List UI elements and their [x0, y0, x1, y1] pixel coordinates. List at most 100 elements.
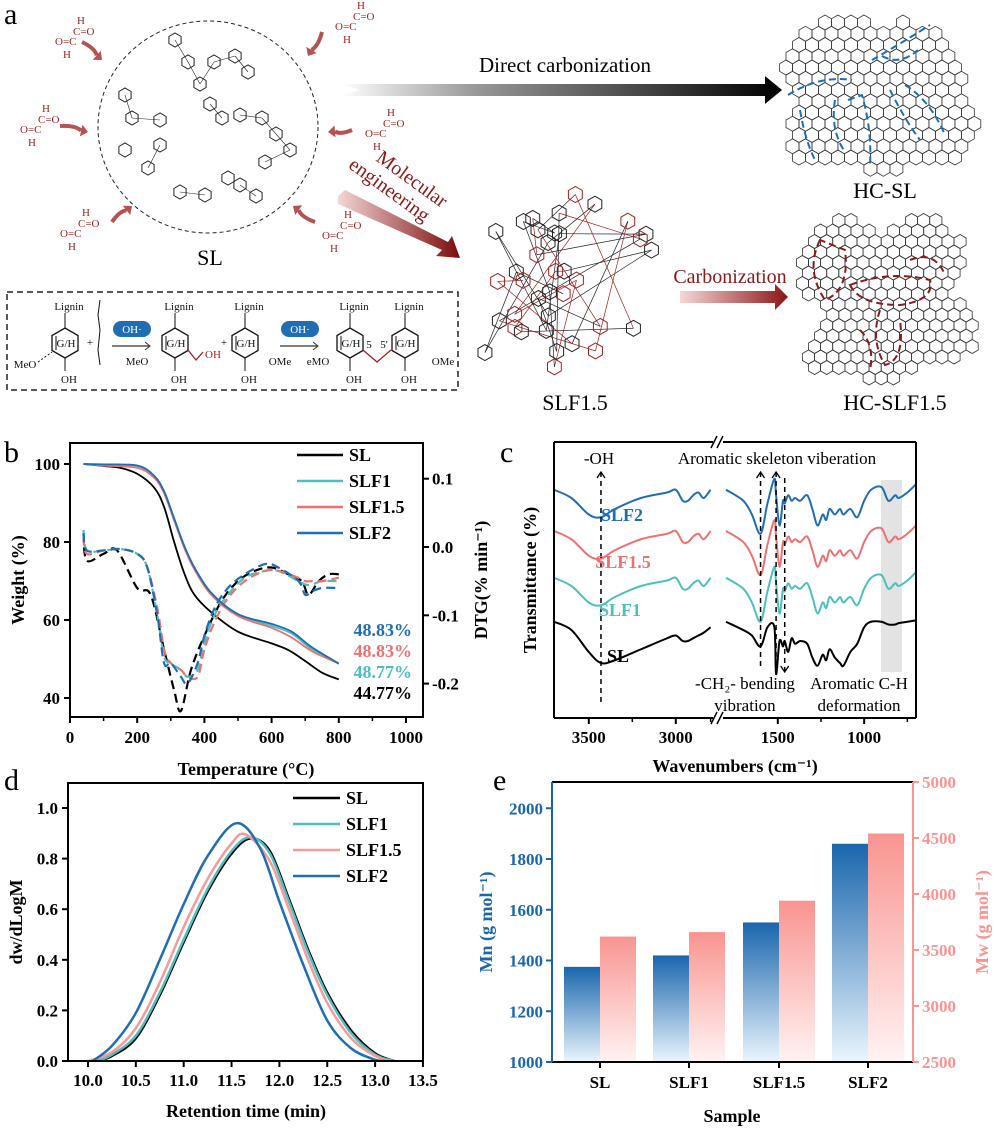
- x-tick-label: 1500: [761, 728, 795, 747]
- reagent-c-left: O=C: [335, 21, 356, 33]
- benzene-ring: [515, 271, 531, 289]
- benzene-ring: [549, 342, 565, 360]
- aromatic-skeleton-marker-arrowhead: [771, 470, 781, 479]
- benzene-ring: [207, 54, 221, 70]
- lignin-label: Lignin: [164, 301, 194, 313]
- benzene-ring: [491, 312, 507, 330]
- oh-label: OH: [61, 374, 77, 386]
- benzene-ring: [477, 344, 493, 362]
- graphene-ring: [802, 286, 815, 302]
- molecular-engineering-label: Molecular engineering: [345, 146, 452, 227]
- right-y-tick-label: -0.2: [432, 675, 459, 694]
- bar-mn-SLF1: [653, 955, 689, 1062]
- bond: [213, 55, 236, 63]
- bond: [575, 194, 634, 329]
- bar-mw-SLF1: [689, 932, 725, 1062]
- benzene-ring: [638, 225, 654, 243]
- hc-sl-domain-boundary: [881, 49, 919, 61]
- gh-unit-label: G/H: [342, 338, 361, 350]
- bond: [497, 281, 573, 344]
- position-5-prime-label: 5': [380, 339, 388, 351]
- gpc-y-axis-title: dw/dLogM: [6, 879, 26, 964]
- benzene-ring: [173, 184, 187, 200]
- ftir-axes: 3500 3000 1500 1000: [553, 435, 917, 747]
- reagent-h-top: H: [387, 107, 395, 119]
- sl-molecule-boundary: [97, 20, 319, 234]
- bond: [556, 213, 560, 352]
- y-tick-label: 0.6: [37, 900, 58, 919]
- benzene-ring: [547, 358, 562, 376]
- panel-label-a: a: [4, 0, 17, 31]
- ftir-spectrum-SLF2-high: [553, 488, 712, 519]
- gpc-x-axis-title: Retention time (min): [166, 1101, 326, 1122]
- ftir-spectrum-SLF1-high: [553, 576, 712, 607]
- dtg-curve-SLF1: [82, 529, 339, 678]
- oh-band-marker-arrowhead: [596, 470, 606, 479]
- bond: [545, 233, 560, 331]
- benzene-ring: [644, 241, 659, 259]
- x-tick-label: SLF1.5: [753, 1073, 805, 1092]
- graphene-ring: [874, 370, 888, 386]
- benzene-ring: [233, 107, 247, 123]
- graphene-ring: [876, 160, 891, 177]
- reaction-arrowhead: [144, 341, 151, 351]
- gpc-frame: [67, 782, 424, 1062]
- ftir-spectrum-SLF1-low: [725, 565, 917, 623]
- x-tick-label: 1000: [847, 728, 881, 747]
- legend-label: SLF1.5: [346, 840, 402, 860]
- panel-label-b: b: [4, 436, 19, 469]
- reagent-c-right: C=O: [73, 26, 95, 38]
- residue-label: 44.77%: [354, 683, 413, 703]
- lignin-label: Lignin: [339, 301, 369, 313]
- position-5-label: 5: [366, 339, 372, 351]
- ftir-spectrum-SLF2-low: [725, 477, 917, 535]
- oh-label: OH: [346, 374, 362, 386]
- bond: [595, 221, 629, 351]
- bond: [532, 218, 555, 234]
- y-tick-label: 1.0: [37, 799, 58, 818]
- bond: [554, 280, 577, 367]
- catalyst-label: OH·: [290, 324, 310, 336]
- reagent-arrowhead: [306, 46, 317, 56]
- hc-sl-domain-boundary: [799, 109, 816, 161]
- bar-mn-SL: [564, 966, 600, 1062]
- glyoxal-reagent: HC=OO=CH: [306, 0, 375, 56]
- reagent-h-top: H: [77, 15, 85, 27]
- benzene-ring: [258, 154, 272, 170]
- graphene-ring: [805, 149, 819, 166]
- right-y-tick-label: 4500: [922, 829, 956, 848]
- graphene-ring: [844, 149, 858, 166]
- graphene-ring: [844, 360, 858, 375]
- ftir-plot-area: [553, 477, 917, 676]
- reagent-c-right: C=O: [38, 114, 60, 126]
- tga-plot-area: [82, 463, 340, 713]
- reagent-c-right: C=O: [78, 218, 100, 230]
- series-label-SLF1.5: SLF1.5: [595, 552, 651, 572]
- reagent-arrow: [333, 128, 353, 135]
- benzene-ring: [181, 54, 195, 70]
- tga-x-axis-title: Temperature (°C): [178, 759, 315, 780]
- graphene-ring: [792, 149, 806, 166]
- benzene-ring: [567, 185, 583, 204]
- bar-mw-SL: [600, 936, 636, 1062]
- direct-carbonization-label: Direct carbonization: [479, 53, 651, 77]
- panel-c-ftir-chart: c 3500 3000 1500 1000 -OH Aromatic skeleton…: [500, 435, 917, 777]
- reagent-arrowhead: [92, 50, 102, 60]
- hydroxymethyl-oh-label: OH: [205, 349, 221, 361]
- benzene-ring: [203, 96, 217, 112]
- panel-b-tga-chart: b 0 200 400 600 800 1000406080100-0.2-0.10.00…: [4, 436, 492, 780]
- tga-curve-SLF1.5: [83, 463, 340, 665]
- legend-label: SLF2: [349, 523, 391, 543]
- hc-sl-domain-boundary: [871, 24, 931, 61]
- benzene-ring: [193, 76, 207, 92]
- benzene-ring: [540, 307, 556, 325]
- axis-break-mark: [716, 435, 724, 449]
- ftir-spectrum-SLF1.5-high: [553, 529, 712, 560]
- benzene-ring: [118, 142, 132, 158]
- reagent-h-bottom: H: [68, 241, 76, 253]
- x-tick-label: 12.0: [265, 1071, 295, 1090]
- benzene-ring: [620, 212, 636, 230]
- benzene-ring: [221, 170, 235, 186]
- benzene-ring: [548, 262, 564, 280]
- left-y-tick-label: 1200: [509, 1002, 543, 1021]
